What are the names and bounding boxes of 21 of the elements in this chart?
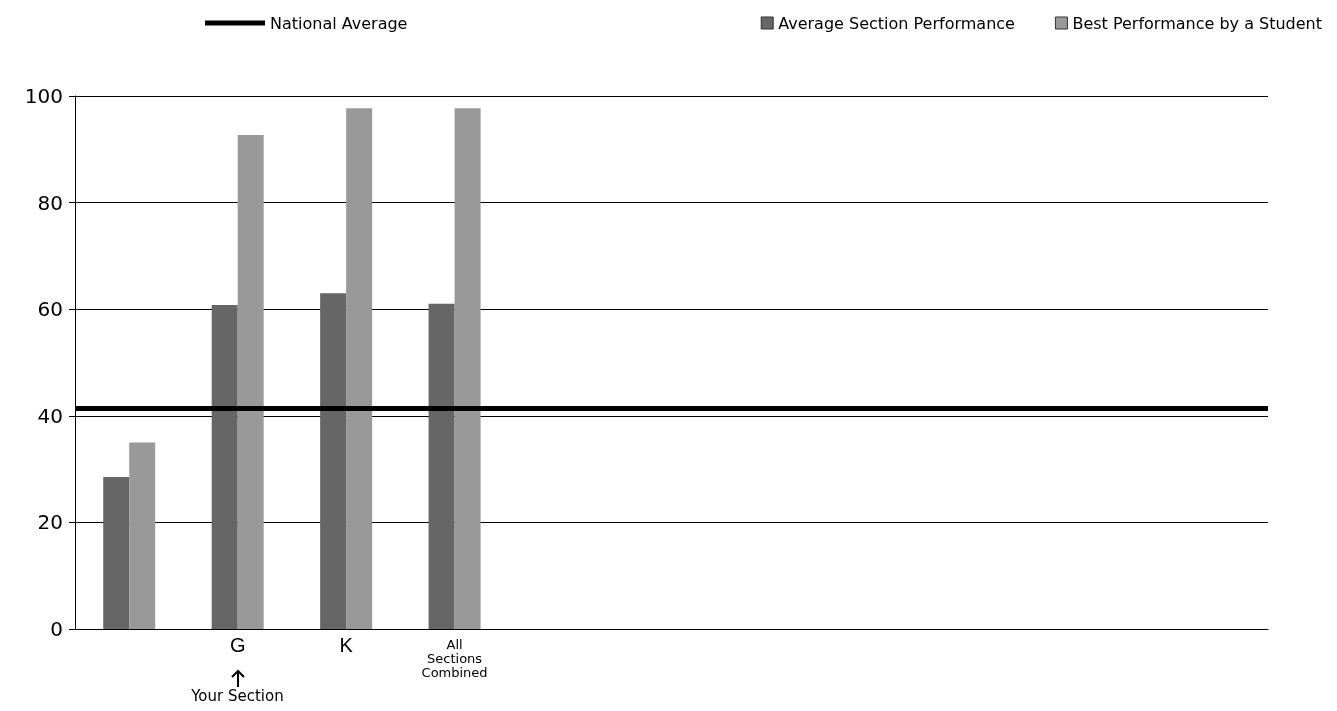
y-tick-label: 60 <box>37 297 63 322</box>
x-tick-label: G <box>229 634 246 656</box>
x-tick-label: All Sections Combined <box>421 636 488 680</box>
y-tick-label: 20 <box>37 510 63 535</box>
x-tick-label: K <box>339 634 354 656</box>
bar <box>237 134 264 629</box>
y-tick-label: 100 <box>24 84 63 108</box>
bar <box>320 293 347 629</box>
y-tick-label: 80 <box>37 190 63 215</box>
bar <box>211 304 238 629</box>
legend-label: Best Performance by a Student <box>1072 13 1322 33</box>
legend-label: National Average <box>270 13 408 33</box>
y-tick-label: 40 <box>37 403 63 428</box>
bar <box>454 108 481 629</box>
y-tick-label: 0 <box>50 617 63 641</box>
bar <box>428 303 455 629</box>
legend-label: Average Section Performance <box>778 13 1015 33</box>
bar <box>346 108 373 629</box>
bar <box>103 477 130 629</box>
text: Your Section <box>191 687 284 705</box>
bar <box>129 442 156 629</box>
